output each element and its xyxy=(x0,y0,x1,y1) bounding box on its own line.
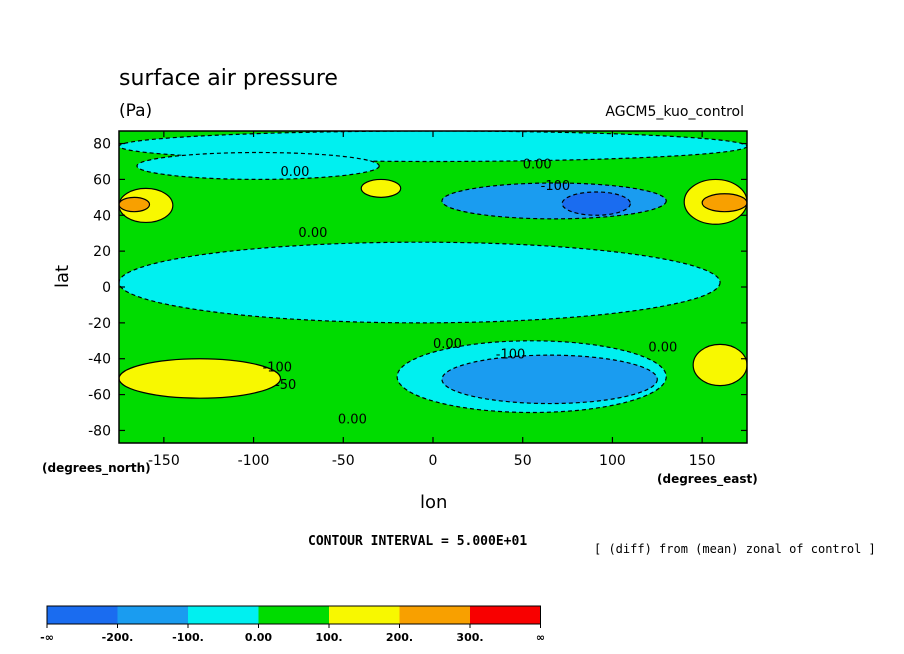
colorbar-label: -200. xyxy=(102,631,134,644)
contour-region xyxy=(119,358,282,399)
colorbar-label: 300. xyxy=(456,631,483,644)
colorbar-swatch xyxy=(329,606,400,624)
y-tick-label: -80 xyxy=(88,423,111,439)
colorbar-label: ∞ xyxy=(536,631,545,644)
colorbar-swatch xyxy=(470,606,541,624)
y-tick-label: 0 xyxy=(102,280,111,296)
contour-region xyxy=(119,241,721,324)
colorbar-swatch xyxy=(399,606,470,624)
contour-label: -100 xyxy=(496,348,526,363)
y-tick-label: -40 xyxy=(88,352,111,368)
contour-region xyxy=(561,191,631,216)
y-tick-label: 20 xyxy=(93,244,111,260)
lon-unit-label: (degrees_east) xyxy=(657,472,758,486)
diff-note: [ (diff) from (mean) zonal of control ] xyxy=(594,542,876,556)
contour-label: 0.00 xyxy=(298,226,327,241)
colorbar-swatch xyxy=(258,606,329,624)
chart-title: surface air pressure xyxy=(119,66,338,91)
contour-label: -100 xyxy=(263,360,293,375)
colorbar-swatch xyxy=(188,606,259,624)
colorbar-label: 0.00 xyxy=(245,631,272,644)
lat-unit-label: (degrees_north) xyxy=(42,461,151,475)
x-tick-label: -100 xyxy=(238,453,270,469)
y-tick-label: 40 xyxy=(93,208,111,224)
contour-interval: CONTOUR INTERVAL = 5.000E+01 xyxy=(308,534,528,549)
contour-label: 0.00 xyxy=(523,158,552,173)
y-tick-label: -60 xyxy=(88,388,111,404)
contour-label: -100 xyxy=(541,179,571,194)
run-name: AGCM5_kuo_control xyxy=(605,104,744,120)
x-tick-label: -50 xyxy=(332,453,355,469)
y-tick-label: -20 xyxy=(88,316,111,332)
contour-label: 0.00 xyxy=(280,165,309,180)
x-tick-label: 100 xyxy=(599,453,626,469)
colorbar-frame xyxy=(46,605,541,625)
y-tick-label: 60 xyxy=(93,172,111,188)
contour-region xyxy=(360,178,402,198)
colorbar-label: 100. xyxy=(315,631,342,644)
y-tick-label: 80 xyxy=(93,137,111,153)
x-tick-label: 0 xyxy=(429,453,438,469)
contour-label: 0.00 xyxy=(338,412,367,427)
colorbar-label: -∞ xyxy=(40,631,54,644)
contour-label: 0.00 xyxy=(648,341,677,356)
contour-region xyxy=(692,343,747,387)
x-axis-label: lon xyxy=(420,492,448,513)
contour-label: -50 xyxy=(275,378,296,393)
y-axis-label: lat xyxy=(52,264,73,288)
contour-region xyxy=(136,151,380,181)
contour-region xyxy=(441,354,658,405)
colorbar-label: 200. xyxy=(386,631,413,644)
contour-region xyxy=(119,196,151,213)
x-tick-label: -150 xyxy=(148,453,180,469)
colorbar-label: -100. xyxy=(172,631,204,644)
colorbar-swatch xyxy=(117,606,188,624)
contour-region xyxy=(701,193,747,213)
units-label: (Pa) xyxy=(119,101,153,121)
x-tick-label: 50 xyxy=(514,453,532,469)
x-tick-label: 150 xyxy=(689,453,716,469)
colorbar-swatch xyxy=(47,606,118,624)
contour-label: 0.00 xyxy=(433,337,462,352)
